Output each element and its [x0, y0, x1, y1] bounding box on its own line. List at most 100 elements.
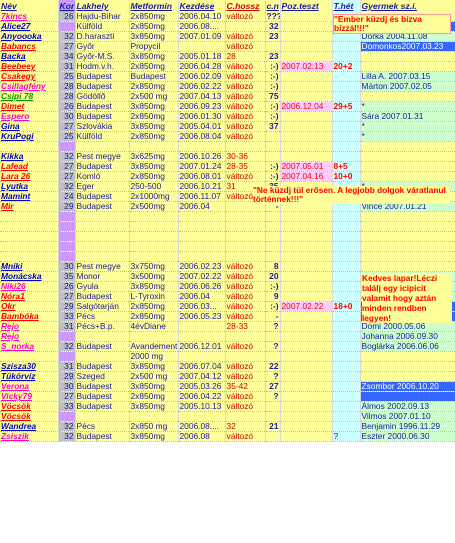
cn-cell[interactable] [265, 141, 281, 152]
positive-test-cell[interactable] [280, 331, 333, 342]
metformin-cell[interactable]: 2x850mg [129, 171, 179, 182]
location-cell[interactable]: Monor [75, 271, 130, 282]
positive-test-cell[interactable] [280, 211, 333, 222]
column-header[interactable]: Gyermek sz.i. [360, 0, 455, 12]
age-cell[interactable]: 29 [58, 301, 76, 312]
location-cell[interactable]: Külföld [75, 131, 130, 142]
name-cell[interactable]: Verona [0, 381, 59, 392]
cycle-cell[interactable] [225, 141, 266, 152]
name-cell[interactable]: Backa [0, 51, 59, 62]
age-cell[interactable]: 26 [58, 101, 76, 112]
positive-test-cell[interactable] [280, 231, 333, 242]
cn-cell[interactable] [265, 241, 281, 252]
cn-cell[interactable] [265, 211, 281, 222]
start-cell[interactable] [178, 41, 226, 52]
location-cell[interactable]: Budapest [75, 191, 130, 202]
cycle-cell[interactable]: változó [225, 301, 266, 312]
location-cell[interactable]: Pécs [75, 421, 130, 432]
positive-test-cell[interactable] [280, 31, 333, 42]
cycle-cell[interactable] [225, 221, 266, 232]
week-cell[interactable]: 8+5 [332, 161, 361, 172]
name-cell[interactable]: Okr [0, 301, 59, 312]
cn-cell[interactable]: 23 [265, 31, 281, 42]
start-cell[interactable]: 2005.04.01 [178, 121, 226, 132]
age-cell[interactable] [58, 331, 76, 342]
start-cell[interactable]: 2006.08.04 [178, 131, 226, 142]
metformin-cell[interactable]: 3x850mg [129, 381, 179, 392]
name-cell[interactable]: Alice27 [0, 21, 59, 32]
child-cell[interactable]: Domonkos2007.03.23 [360, 41, 455, 52]
start-cell[interactable]: 2006.07.04 [178, 361, 226, 372]
name-cell[interactable]: Beebeey [0, 61, 59, 72]
cycle-cell[interactable]: 28-33 [225, 321, 266, 332]
cycle-cell[interactable]: változó [225, 91, 266, 102]
metformin-cell[interactable]: 3x850mg [129, 121, 179, 132]
week-cell[interactable] [332, 331, 361, 342]
location-cell[interactable]: Hajdu-Bihar [75, 12, 130, 22]
location-cell[interactable] [75, 251, 130, 262]
metformin-cell[interactable]: 2x500 mg [129, 91, 179, 102]
metformin-cell[interactable]: 3x850mg [129, 31, 179, 42]
metformin-cell[interactable]: 250-500 [129, 181, 179, 192]
start-cell[interactable]: 2006.08.... [178, 421, 226, 432]
start-cell[interactable]: 2005.01.18 [178, 51, 226, 62]
cycle-cell[interactable]: 28 [225, 51, 266, 62]
age-cell[interactable]: 35 [58, 271, 76, 282]
start-cell[interactable] [178, 251, 226, 262]
location-cell[interactable]: Győr [75, 41, 130, 52]
week-cell[interactable] [332, 131, 361, 142]
child-cell[interactable] [360, 161, 455, 172]
name-cell[interactable]: Wandrea [0, 421, 59, 432]
age-cell[interactable]: 30 [58, 111, 76, 122]
metformin-cell[interactable]: L-Tyroxin [129, 291, 179, 302]
name-cell[interactable]: Vöcsök [0, 401, 59, 412]
age-cell[interactable] [58, 411, 76, 422]
location-cell[interactable]: Gödöllő [75, 91, 130, 102]
column-header[interactable]: T.hét [332, 0, 361, 12]
cycle-cell[interactable]: változó [225, 361, 266, 372]
start-cell[interactable]: 2005.03.26 [178, 381, 226, 392]
metformin-cell[interactable] [129, 221, 179, 232]
cn-cell[interactable]: 37 [265, 121, 281, 132]
start-cell[interactable]: 2007.01.09 [178, 31, 226, 42]
cycle-cell[interactable] [225, 211, 266, 222]
age-cell[interactable]: 32 [58, 31, 76, 42]
name-cell[interactable] [0, 241, 59, 252]
metformin-cell[interactable]: 3x850mg [129, 431, 179, 442]
cycle-cell[interactable]: változó [225, 401, 266, 412]
start-cell[interactable]: 2006.02.09 [178, 71, 226, 82]
start-cell[interactable]: 2007.04.12 [178, 371, 226, 382]
start-cell[interactable]: 2006.04.10 [178, 12, 226, 22]
child-cell[interactable]: Domi 2000.05.06 [360, 321, 455, 332]
name-cell[interactable] [0, 351, 59, 362]
name-cell[interactable] [0, 221, 59, 232]
week-cell[interactable] [332, 91, 361, 102]
cn-cell[interactable]: ? [265, 321, 281, 332]
location-cell[interactable]: Komló [75, 171, 130, 182]
metformin-cell[interactable]: 2x850mg [129, 12, 179, 22]
positive-test-cell[interactable] [280, 111, 333, 122]
week-cell[interactable]: 29+5 [332, 101, 361, 112]
cn-cell[interactable] [265, 411, 281, 422]
child-cell[interactable] [360, 211, 455, 222]
metformin-cell[interactable] [129, 251, 179, 262]
start-cell[interactable] [178, 351, 226, 362]
positive-test-cell[interactable] [280, 151, 333, 162]
age-cell[interactable] [58, 241, 76, 252]
child-cell[interactable]: Sára 2007.01.31 [360, 111, 455, 122]
name-cell[interactable]: Rejo [0, 321, 59, 332]
location-cell[interactable] [75, 331, 130, 342]
start-cell[interactable]: 2006.06.26 [178, 281, 226, 292]
week-cell[interactable] [332, 261, 361, 272]
age-cell[interactable]: 27 [58, 391, 76, 402]
location-cell[interactable]: D.haraszti [75, 31, 130, 42]
positive-test-cell[interactable] [280, 251, 333, 262]
week-cell[interactable] [332, 141, 361, 152]
age-cell[interactable]: 25 [58, 131, 76, 142]
metformin-cell[interactable]: Propycil [129, 41, 179, 52]
column-header[interactable]: C.hossz [225, 0, 266, 12]
age-cell[interactable]: 27 [58, 41, 76, 52]
metformin-cell[interactable]: 2x850mg [129, 131, 179, 142]
name-cell[interactable] [0, 211, 59, 222]
week-cell[interactable] [332, 251, 361, 262]
